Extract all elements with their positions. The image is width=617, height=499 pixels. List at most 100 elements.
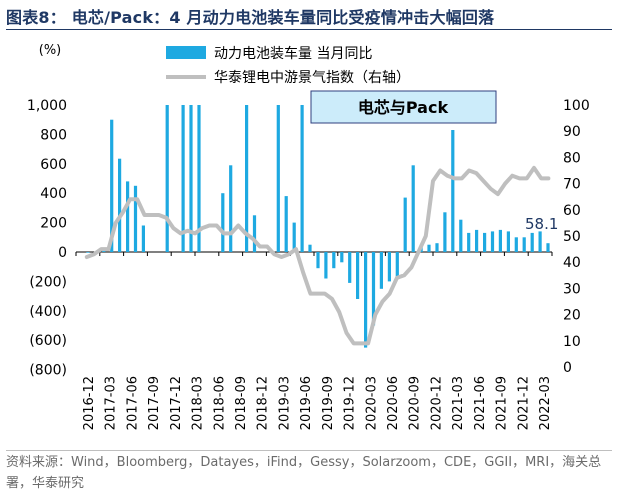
bar <box>530 232 534 252</box>
x-tick-label: 2019-06 <box>299 376 314 430</box>
bar <box>316 252 320 269</box>
y2-tick-label: 0 <box>563 360 572 376</box>
bar <box>110 119 114 252</box>
y-tick-label: (600) <box>29 333 67 349</box>
left-axis-unit: (%) <box>39 43 62 58</box>
y-tick-label: 400 <box>40 186 67 202</box>
bar <box>514 237 518 252</box>
x-tick-label: 2017-09 <box>147 376 162 430</box>
y-tick-label: (400) <box>29 304 67 320</box>
bar <box>443 212 447 252</box>
y-tick-label: 0 <box>58 245 67 261</box>
x-tick-label: 2018-03 <box>191 376 206 430</box>
bar <box>181 105 185 252</box>
bar <box>371 252 376 326</box>
x-tick-label: 2021-09 <box>495 376 510 430</box>
bar-series <box>86 105 550 348</box>
annotation-label: 58.1 <box>525 215 558 233</box>
y2-tick-label: 100 <box>563 98 590 114</box>
bar <box>141 225 145 252</box>
tick-labels: (%)(800)(600)(400)(200)02004006008001,00… <box>27 43 590 430</box>
x-tick-label: 2020-06 <box>386 376 401 430</box>
x-tick-label: 2021-03 <box>451 376 466 430</box>
bar <box>490 231 495 252</box>
x-tick-label: 2020-09 <box>408 376 423 430</box>
bar <box>118 158 122 252</box>
bar <box>284 196 288 252</box>
y-tick-label: (200) <box>29 274 67 290</box>
bar <box>427 244 431 252</box>
chart-axes <box>75 251 553 256</box>
x-tick-label: 2017-03 <box>104 376 119 430</box>
y-tick-label: 200 <box>40 216 67 232</box>
bar <box>498 229 502 252</box>
legend-label-bar: 动力电池装车量 当月同比 <box>214 45 372 62</box>
title-rule <box>6 29 612 30</box>
bar <box>379 252 383 289</box>
bar <box>467 232 471 252</box>
x-tick-label: 2018-09 <box>234 376 249 430</box>
bar <box>245 105 249 252</box>
bar <box>189 105 193 252</box>
chart-title-box <box>310 90 497 124</box>
x-tick-label: 2021-06 <box>473 376 488 430</box>
bar <box>340 252 344 263</box>
y-tick-label: 600 <box>40 157 67 173</box>
bar <box>197 105 201 252</box>
source-note: 资料来源：Wind，Bloomberg，Datayes，iFind，Gessy，… <box>6 455 602 491</box>
bar <box>356 252 360 299</box>
x-tick-label: 2022-03 <box>538 376 553 430</box>
bar <box>221 193 225 252</box>
bar <box>506 231 510 252</box>
x-tick-label: 2018-12 <box>256 376 271 430</box>
bar <box>332 252 336 269</box>
bar <box>276 105 280 252</box>
bar <box>403 197 407 252</box>
figure-title: 图表8： 电芯/Pack：4 月动力电池装车量同比受疫情冲击大幅回落 <box>6 8 495 27</box>
bar <box>451 130 455 252</box>
y-tick-label: (800) <box>29 363 67 379</box>
y2-tick-label: 40 <box>563 255 581 271</box>
y2-tick-label: 30 <box>563 281 581 297</box>
bar <box>86 252 90 253</box>
bar <box>483 232 487 252</box>
bar <box>459 219 463 252</box>
y2-tick-label: 80 <box>563 150 581 166</box>
chart-title: 电芯与Pack <box>358 98 449 117</box>
source-rule <box>6 450 612 451</box>
bar <box>411 165 415 252</box>
x-tick-label: 2019-03 <box>277 376 292 430</box>
bar <box>229 165 233 252</box>
x-tick-label: 2017-12 <box>169 376 184 430</box>
line-index <box>84 165 551 346</box>
bar <box>538 231 542 252</box>
bar <box>126 181 130 252</box>
bar <box>395 252 399 277</box>
bar <box>300 105 304 252</box>
bar <box>165 105 169 252</box>
bar <box>324 252 328 279</box>
x-tick-label: 2018-06 <box>212 376 227 430</box>
bar <box>387 252 391 282</box>
y2-tick-label: 70 <box>563 177 581 193</box>
y2-tick-label: 20 <box>563 308 581 324</box>
legend-label-line: 华泰锂电中游景气指数（右轴） <box>214 70 410 86</box>
x-tick-label: 2020-12 <box>429 376 444 430</box>
bar <box>292 222 296 252</box>
bar <box>435 243 439 252</box>
x-tick-label: 2016-12 <box>82 376 97 430</box>
bar <box>252 215 257 253</box>
bar <box>364 252 368 348</box>
y2-tick-label: 60 <box>563 203 581 219</box>
y-tick-label: 1,000 <box>27 98 67 114</box>
y2-tick-label: 50 <box>563 229 581 245</box>
y-tick-label: 800 <box>40 127 67 143</box>
x-tick-label: 2019-09 <box>321 376 336 430</box>
bar <box>348 252 352 283</box>
bar <box>308 244 312 252</box>
y2-tick-label: 10 <box>563 334 581 350</box>
x-tick-label: 2020-03 <box>364 376 379 430</box>
bar <box>546 243 550 252</box>
y2-tick-label: 90 <box>563 124 581 140</box>
